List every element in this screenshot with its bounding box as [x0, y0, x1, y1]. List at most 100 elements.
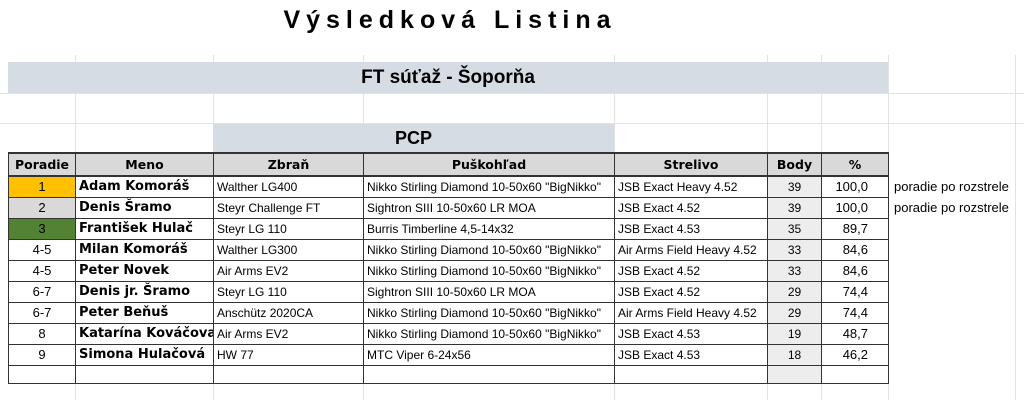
row-note — [889, 218, 1019, 239]
cell-name[interactable]: Peter Novek — [75, 259, 214, 282]
cell-rank[interactable]: 1 — [8, 175, 76, 198]
cell-name[interactable]: Katarína Kováčova — [75, 322, 214, 345]
cell-pct[interactable]: 74,4 — [821, 301, 889, 324]
cell-pct[interactable]: 48,7 — [821, 322, 889, 345]
cell-name[interactable]: František Hulač — [75, 217, 214, 240]
cell-ammo[interactable]: JSB Exact Heavy 4.52 — [614, 175, 768, 198]
header-rank: Poradie — [8, 152, 76, 177]
cell-points[interactable]: 18 — [767, 343, 822, 366]
cell-gun[interactable]: Air Arms EV2 — [213, 322, 364, 345]
cell-rank[interactable]: 6-7 — [8, 280, 76, 303]
header-gun: Zbraň — [213, 152, 364, 177]
cell-scope[interactable]: Nikko Stirling Diamond 10-50x60 "BigNikk… — [363, 175, 615, 198]
note-column-header — [889, 153, 1019, 176]
header-name: Meno — [75, 152, 214, 177]
table-row: 1 Adam Komoráš Walther LG400 Nikko Stirling… — [8, 175, 1019, 198]
table-row: 6-7 Denis jr. Šramo Steyr LG 110 Sightron S… — [8, 280, 1019, 303]
cell-ammo[interactable]: JSB Exact 4.52 — [614, 259, 768, 282]
cell-gun[interactable]: Steyr LG 110 — [213, 280, 364, 303]
table-row: 4-5 Peter Novek Air Arms EV2 Nikko Stirling… — [8, 259, 1019, 282]
cell-ammo[interactable]: JSB Exact 4.52 — [614, 196, 768, 219]
row-note — [889, 302, 1019, 323]
cell-scope[interactable]: Sightron SIII 10-50x60 LR MOA — [363, 196, 615, 219]
cell-scope[interactable]: Nikko Stirling Diamond 10-50x60 "BigNikk… — [363, 238, 615, 261]
cell-name[interactable]: Denis jr. Šramo — [75, 280, 214, 303]
cell-gun[interactable]: Steyr LG 110 — [213, 217, 364, 240]
table-row: 8 Katarína Kováčova Air Arms EV2 Nikko Stir… — [8, 322, 1019, 345]
cell-points[interactable]: 29 — [767, 280, 822, 303]
empty-cell[interactable] — [213, 364, 364, 384]
row-note: poradie po rozstrele — [894, 200, 1009, 215]
category-title: PCP — [213, 124, 614, 152]
table-row: 4-5 Milan Komoráš Walther LG300 Nikko Stirl… — [8, 238, 1019, 261]
row-note — [889, 344, 1019, 365]
cell-ammo[interactable]: JSB Exact 4.53 — [614, 217, 768, 240]
cell-rank[interactable]: 6-7 — [8, 301, 76, 324]
cell-pct[interactable]: 46,2 — [821, 343, 889, 366]
table-row: 9 Simona Hulačová HW 77 MTC Viper 6-24x56 JS… — [8, 343, 1019, 366]
empty-cell[interactable] — [767, 364, 822, 384]
cell-ammo[interactable]: JSB Exact 4.52 — [614, 280, 768, 303]
row-note — [889, 281, 1019, 302]
cell-scope[interactable]: Nikko Stirling Diamond 10-50x60 "BigNikk… — [363, 259, 615, 282]
cell-name[interactable]: Adam Komoráš — [75, 175, 214, 198]
cell-ammo[interactable]: Air Arms Field Heavy 4.52 — [614, 238, 768, 261]
row-note — [889, 260, 1019, 281]
cell-pct[interactable]: 84,6 — [821, 238, 889, 261]
cell-name[interactable]: Peter Beňuš — [75, 301, 214, 324]
cell-scope[interactable]: Nikko Stirling Diamond 10-50x60 "BigNikk… — [363, 322, 615, 345]
cell-rank[interactable]: 3 — [8, 217, 76, 240]
row-note — [889, 323, 1019, 344]
cell-rank[interactable]: 9 — [8, 343, 76, 366]
cell-pct[interactable]: 84,6 — [821, 259, 889, 282]
cell-rank[interactable]: 4-5 — [8, 259, 76, 282]
cell-rank[interactable]: 2 — [8, 196, 76, 219]
cell-gun[interactable]: Air Arms EV2 — [213, 259, 364, 282]
cell-points[interactable]: 33 — [767, 238, 822, 261]
cell-points[interactable]: 35 — [767, 217, 822, 240]
page-title: Výsledková Listina — [283, 6, 617, 34]
cell-ammo[interactable]: Air Arms Field Heavy 4.52 — [614, 301, 768, 324]
cell-pct[interactable]: 100,0 — [821, 196, 889, 219]
cell-ammo[interactable]: JSB Exact 4.53 — [614, 343, 768, 366]
empty-row — [8, 364, 1019, 384]
cell-points[interactable]: 29 — [767, 301, 822, 324]
cell-points[interactable]: 39 — [767, 196, 822, 219]
cell-scope[interactable]: Sightron SIII 10-50x60 LR MOA — [363, 280, 615, 303]
row-note: poradie po rozstrele — [894, 179, 1009, 194]
cell-ammo[interactable]: JSB Exact 4.53 — [614, 322, 768, 345]
empty-cell[interactable] — [8, 364, 76, 384]
cell-pct[interactable]: 100,0 — [821, 175, 889, 198]
cell-gun[interactable]: Walther LG300 — [213, 238, 364, 261]
cell-scope[interactable]: Burris Timberline 4,5-14x32 — [363, 217, 615, 240]
empty-cell[interactable] — [614, 364, 768, 384]
empty-cell[interactable] — [821, 364, 889, 384]
cell-scope[interactable]: Nikko Stirling Diamond 10-50x60 "BigNikk… — [363, 301, 615, 324]
table-row: 2 Denis Šramo Steyr Challenge FT Sightron S… — [8, 196, 1019, 219]
cell-pct[interactable]: 74,4 — [821, 280, 889, 303]
cell-name[interactable]: Denis Šramo — [75, 196, 214, 219]
empty-cell — [889, 365, 1019, 383]
cell-points[interactable]: 19 — [767, 322, 822, 345]
cell-name[interactable]: Milan Komoráš — [75, 238, 214, 261]
table-row: 3 František Hulač Steyr LG 110 Burris Timbe… — [8, 217, 1019, 240]
cell-pct[interactable]: 89,7 — [821, 217, 889, 240]
cell-name[interactable]: Simona Hulačová — [75, 343, 214, 366]
cell-rank[interactable]: 8 — [8, 322, 76, 345]
cell-gun[interactable]: Anschütz 2020CA — [213, 301, 364, 324]
results-table: Poradie Meno Zbraň Puškohľad Strelivo Bo… — [8, 152, 1019, 384]
cell-scope[interactable]: MTC Viper 6-24x56 — [363, 343, 615, 366]
cell-gun[interactable]: Walther LG400 — [213, 175, 364, 198]
empty-cell[interactable] — [75, 364, 214, 384]
header-row: Poradie Meno Zbraň Puškohľad Strelivo Bo… — [8, 152, 1019, 177]
cell-gun[interactable]: Steyr Challenge FT — [213, 196, 364, 219]
empty-cell[interactable] — [363, 364, 615, 384]
header-ammo: Strelivo — [614, 152, 768, 177]
cell-points[interactable]: 39 — [767, 175, 822, 198]
cell-rank[interactable]: 4-5 — [8, 238, 76, 261]
header-percent: % — [821, 152, 889, 177]
header-points: Body — [767, 152, 822, 177]
cell-points[interactable]: 33 — [767, 259, 822, 282]
cell-gun[interactable]: HW 77 — [213, 343, 364, 366]
header-scope: Puškohľad — [363, 152, 615, 177]
